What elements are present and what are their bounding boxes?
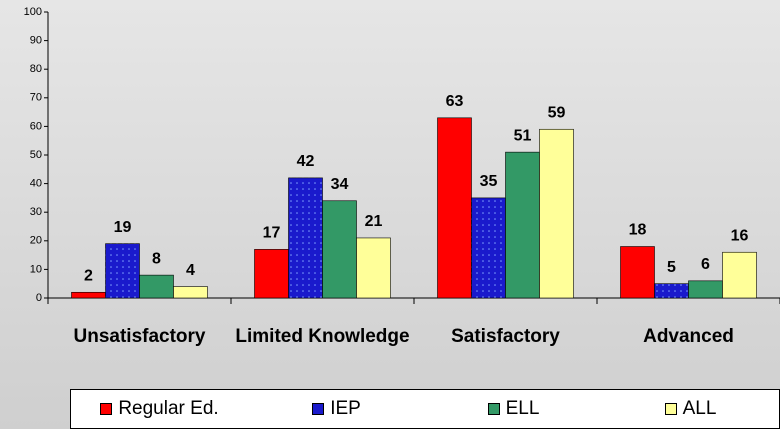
value-label: 2: [84, 267, 93, 284]
bar: [688, 280, 723, 299]
y-tick-label: 50: [30, 149, 42, 161]
bar-texture: [288, 177, 323, 298]
legend-swatch: [100, 403, 113, 415]
bar: [356, 237, 391, 299]
legend-swatch: [312, 403, 325, 415]
legend-item: ALL: [602, 398, 779, 420]
y-tick-label: 0: [36, 292, 42, 304]
y-tick-label: 40: [30, 178, 42, 190]
bar: [139, 274, 174, 299]
bar: [71, 291, 106, 299]
value-label: 51: [514, 127, 532, 144]
bar: [173, 286, 208, 299]
value-label: 16: [731, 227, 749, 244]
value-label: 21: [365, 213, 383, 230]
bar: [322, 200, 357, 299]
bar-texture: [654, 283, 689, 298]
y-tick-label: 70: [30, 92, 42, 104]
y-tick-label: 100: [24, 6, 42, 18]
y-tick-label: 30: [30, 206, 42, 218]
bar: [722, 251, 757, 299]
x-tick-label: Limited Knowledge: [235, 326, 410, 347]
legend-swatch: [487, 403, 500, 415]
value-label: 6: [701, 256, 710, 273]
y-tick-label: 80: [30, 63, 42, 75]
y-tick-label: 20: [30, 235, 42, 247]
y-tick-label: 60: [30, 120, 42, 132]
value-label: 8: [152, 250, 161, 267]
legend-label: Regular Ed.: [118, 398, 219, 419]
y-tick-label: 90: [30, 35, 42, 47]
value-label: 63: [446, 93, 464, 110]
value-label: 19: [114, 219, 132, 236]
bar-texture: [471, 197, 506, 298]
legend: Regular Ed. IEP ELL ALL: [70, 389, 780, 429]
legend-swatch: [664, 403, 677, 415]
x-tick-label: Satisfactory: [451, 326, 560, 347]
legend-label: ALL: [682, 398, 717, 419]
y-tick-label: 10: [30, 263, 42, 275]
bar: [437, 117, 472, 299]
bar: [254, 249, 289, 299]
legend-label: IEP: [330, 398, 361, 419]
legend-item: ELL: [425, 398, 602, 420]
legend-item: Regular Ed.: [71, 398, 248, 420]
bar: [620, 246, 655, 299]
value-label: 5: [667, 259, 676, 276]
legend-item: IEP: [248, 398, 425, 420]
value-label: 17: [263, 225, 281, 242]
bar: [505, 151, 540, 299]
value-label: 18: [629, 222, 647, 239]
value-label: 42: [297, 153, 315, 170]
value-label: 59: [548, 104, 566, 121]
x-tick-label: Unsatisfactory: [73, 326, 206, 347]
legend-label: ELL: [505, 398, 540, 419]
x-tick-label: Advanced: [643, 326, 734, 347]
value-label: 34: [331, 176, 349, 193]
bar-texture: [105, 243, 140, 298]
value-label: 35: [480, 173, 498, 190]
value-label: 4: [186, 262, 195, 279]
bar: [539, 128, 574, 299]
